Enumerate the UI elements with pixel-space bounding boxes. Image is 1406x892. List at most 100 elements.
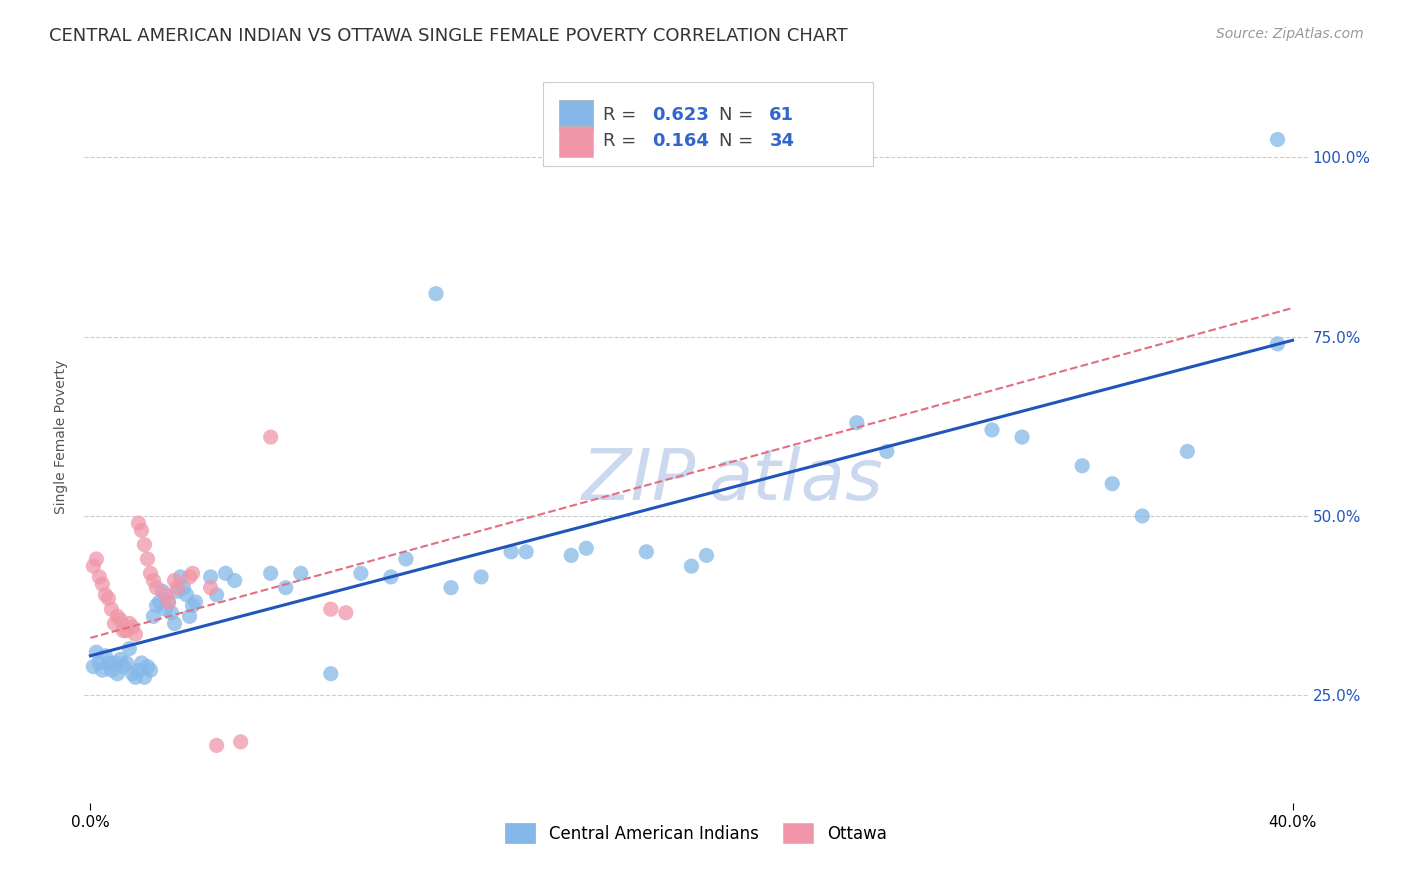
Point <box>157 595 180 609</box>
Point <box>115 656 138 670</box>
Point <box>169 570 191 584</box>
Point <box>157 595 180 609</box>
Point <box>214 566 236 581</box>
Point <box>82 559 104 574</box>
Point <box>145 581 167 595</box>
Point <box>1175 444 1198 458</box>
Point <box>115 624 138 638</box>
Point <box>127 663 149 677</box>
Point <box>107 609 129 624</box>
Point <box>290 566 312 581</box>
Point <box>681 559 703 574</box>
Point <box>163 616 186 631</box>
Point <box>350 566 373 581</box>
Point <box>440 581 463 595</box>
FancyBboxPatch shape <box>560 126 593 157</box>
Text: R =: R = <box>603 132 643 150</box>
Point <box>155 602 177 616</box>
Point <box>89 570 111 584</box>
Text: R =: R = <box>603 106 643 124</box>
Point <box>636 545 658 559</box>
Text: 61: 61 <box>769 106 794 124</box>
Text: CENTRAL AMERICAN INDIAN VS OTTAWA SINGLE FEMALE POVERTY CORRELATION CHART: CENTRAL AMERICAN INDIAN VS OTTAWA SINGLE… <box>49 27 848 45</box>
Point <box>166 584 188 599</box>
Point <box>515 545 537 559</box>
Point <box>163 574 186 588</box>
Point <box>166 581 188 595</box>
Text: atlas: atlas <box>709 447 883 516</box>
FancyBboxPatch shape <box>560 100 593 130</box>
Point <box>94 588 117 602</box>
Point <box>173 581 195 595</box>
Point <box>181 599 204 613</box>
Point <box>142 609 165 624</box>
Point <box>1267 132 1289 146</box>
Point <box>86 552 108 566</box>
Point <box>205 588 228 602</box>
Point <box>94 648 117 663</box>
Point <box>142 574 165 588</box>
Text: 0.164: 0.164 <box>652 132 709 150</box>
Point <box>82 659 104 673</box>
Point <box>107 666 129 681</box>
Point <box>127 516 149 530</box>
Point <box>425 286 447 301</box>
Point <box>110 613 132 627</box>
Point <box>876 444 898 458</box>
Point <box>575 541 598 556</box>
Point <box>136 659 159 673</box>
Text: N =: N = <box>720 106 759 124</box>
Point <box>121 666 143 681</box>
Text: N =: N = <box>720 132 759 150</box>
FancyBboxPatch shape <box>543 82 873 167</box>
Point <box>110 652 132 666</box>
Point <box>86 645 108 659</box>
Point <box>139 663 162 677</box>
Point <box>112 659 135 673</box>
Point <box>200 581 222 595</box>
Point <box>118 616 141 631</box>
Point <box>1011 430 1033 444</box>
Point <box>470 570 492 584</box>
Point <box>179 609 201 624</box>
Point <box>1101 476 1123 491</box>
Point <box>501 545 523 559</box>
Point <box>134 538 156 552</box>
Point <box>229 735 252 749</box>
Point <box>91 663 114 677</box>
Text: 0.623: 0.623 <box>652 106 709 124</box>
Point <box>97 656 120 670</box>
Point <box>100 602 122 616</box>
Legend: Central American Indians, Ottawa: Central American Indians, Ottawa <box>499 817 893 849</box>
Point <box>131 656 153 670</box>
Point <box>205 739 228 753</box>
Y-axis label: Single Female Poverty: Single Female Poverty <box>53 360 67 514</box>
Point <box>118 641 141 656</box>
Point <box>274 581 297 595</box>
Point <box>224 574 246 588</box>
Point <box>176 588 198 602</box>
Point <box>319 602 342 616</box>
Text: Source: ZipAtlas.com: Source: ZipAtlas.com <box>1216 27 1364 41</box>
Point <box>319 666 342 681</box>
Point <box>981 423 1004 437</box>
Point <box>184 595 207 609</box>
Point <box>380 570 402 584</box>
Point <box>124 670 146 684</box>
Point <box>89 656 111 670</box>
Point <box>124 627 146 641</box>
Point <box>160 606 183 620</box>
Point <box>91 577 114 591</box>
Point <box>112 624 135 638</box>
Point <box>145 599 167 613</box>
Text: ZIP: ZIP <box>582 447 696 516</box>
Point <box>260 430 283 444</box>
Point <box>103 656 125 670</box>
Point <box>136 552 159 566</box>
Point <box>179 570 201 584</box>
Point <box>1130 508 1153 523</box>
Point <box>200 570 222 584</box>
Point <box>155 588 177 602</box>
Point <box>260 566 283 581</box>
Point <box>181 566 204 581</box>
